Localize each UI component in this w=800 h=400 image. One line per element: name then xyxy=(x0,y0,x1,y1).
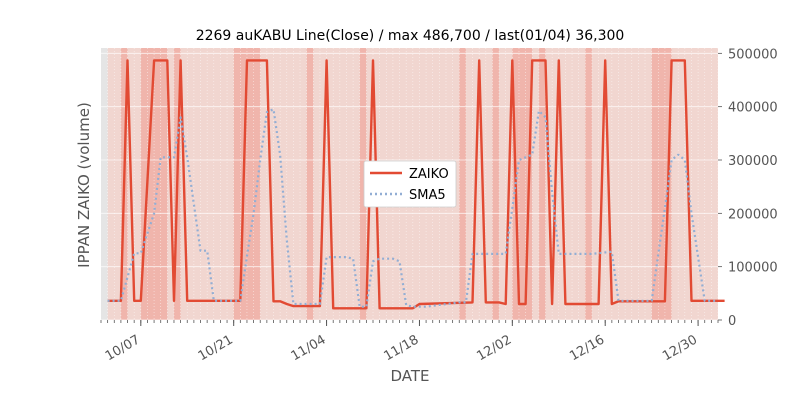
x-tick-label-4: 12/02 xyxy=(474,332,514,364)
legend: ZAIKO SMA5 xyxy=(363,160,457,208)
shaded-span-4 xyxy=(306,48,314,320)
x-ticks: 10/07 10/21 11/04 11/18 12/02 12/16 12/30 xyxy=(103,320,700,364)
shaded-span-5 xyxy=(359,48,367,320)
x-tick-label-2: 11/04 xyxy=(289,332,329,364)
series-line-zaiko xyxy=(107,59,725,310)
y-tick-label-3: 300000 xyxy=(728,154,778,169)
legend-zaiko-label: ZAIKO xyxy=(409,167,449,182)
y-tick-label-1: 100000 xyxy=(728,261,778,276)
y-tick-label-0: 0 xyxy=(728,314,736,329)
shaded-span-10 xyxy=(585,48,592,320)
shaded-span-7 xyxy=(492,48,500,320)
gridlines xyxy=(101,48,719,321)
y-axis-label: IPPAN ZAIKO (volume) xyxy=(75,102,93,268)
x-tick-label-3: 11/18 xyxy=(382,332,422,364)
x-axis-label: DATE xyxy=(390,367,429,385)
y-ticks: 0 100000 200000 300000 400000 500000 xyxy=(718,47,778,329)
series-line-sma5 xyxy=(107,108,718,308)
y-tick-label-5: 500000 xyxy=(728,47,778,62)
x-tick-label-5: 12/16 xyxy=(567,332,607,364)
y-tick-label-2: 200000 xyxy=(728,207,778,222)
x-tick-label-0: 10/07 xyxy=(103,332,143,364)
minor-ticks xyxy=(100,320,719,323)
legend-sma5-label: SMA5 xyxy=(409,188,446,203)
chart-title: 2269 auKABU Line(Close) / max 486,700 / … xyxy=(196,28,625,44)
series-lines xyxy=(107,59,725,310)
x-tick-label-6: 12/30 xyxy=(660,332,700,364)
shaded-span-6 xyxy=(459,48,466,320)
x-tick-label-1: 10/21 xyxy=(196,332,236,364)
shaded-span-9 xyxy=(538,48,546,320)
y-tick-label-4: 400000 xyxy=(728,101,778,116)
